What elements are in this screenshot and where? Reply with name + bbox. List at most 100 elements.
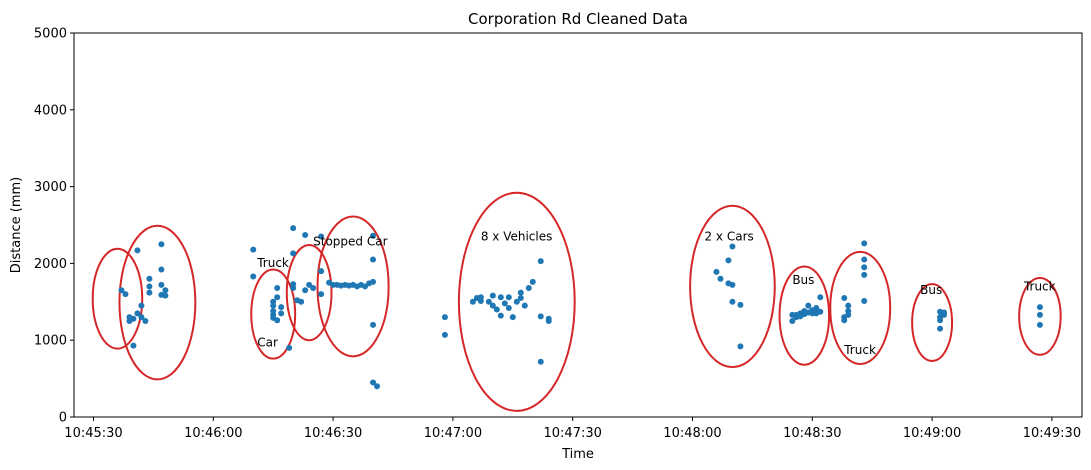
data-point — [146, 283, 153, 290]
data-point — [134, 310, 141, 317]
annotation-label: Truck — [256, 256, 289, 270]
y-axis-label: Distance (mm) — [9, 177, 24, 273]
x-tick-label: 10:46:30 — [304, 426, 362, 441]
data-point — [817, 308, 824, 315]
data-point — [370, 379, 377, 386]
data-point — [1036, 304, 1043, 311]
data-point — [1036, 321, 1043, 328]
data-point — [497, 294, 504, 301]
y-tick-label: 2000 — [34, 257, 67, 272]
x-axis: 10:45:30 10:46:00 10:46:30 10:47:00 10:47:30… — [64, 417, 1081, 441]
y-tick-label: 0 — [59, 411, 67, 426]
data-point — [537, 313, 544, 320]
x-axis-label: Time — [561, 447, 594, 462]
data-point — [278, 304, 285, 311]
data-point — [941, 309, 948, 316]
data-point — [370, 232, 377, 239]
data-point — [318, 268, 325, 275]
data-point — [789, 318, 796, 324]
highlight-circle — [91, 247, 144, 350]
x-tick-label: 10:48:00 — [663, 426, 721, 441]
data-point — [158, 241, 165, 248]
highlight-circle — [250, 268, 297, 360]
data-point — [861, 264, 868, 271]
data-point — [861, 298, 868, 305]
data-point — [841, 294, 848, 301]
y-tick-label: 3000 — [34, 180, 67, 195]
annotation-circles — [91, 191, 1062, 412]
y-axis: 0 1000 2000 3000 4000 5000 — [34, 27, 74, 426]
data-point — [717, 275, 724, 282]
annotation-label: Truck — [1023, 279, 1056, 293]
data-point — [146, 275, 153, 282]
data-point — [1036, 311, 1043, 318]
annotations: Truck Car Stopped Car 8 x Vehicles 2 x Cars B… — [256, 229, 1055, 357]
highlight-circle — [316, 215, 390, 358]
data-point — [861, 271, 868, 278]
data-point — [274, 294, 281, 301]
x-tick-label: 10:47:30 — [544, 426, 602, 441]
data-point — [493, 306, 500, 313]
data-point — [729, 298, 736, 305]
data-point — [278, 310, 285, 317]
data-point — [298, 298, 305, 305]
data-point — [861, 256, 868, 263]
data-point — [130, 342, 137, 349]
data-point — [302, 287, 309, 294]
data-point — [158, 281, 165, 288]
data-point — [274, 284, 281, 291]
data-point — [937, 325, 944, 332]
data-point — [841, 317, 848, 324]
data-point — [529, 278, 536, 285]
annotation-label: Stopped Car — [313, 235, 387, 249]
data-point — [310, 284, 317, 291]
data-point — [513, 298, 520, 305]
data-point — [817, 294, 824, 301]
y-tick-label: 5000 — [34, 27, 67, 42]
data-point — [497, 312, 504, 319]
data-point — [737, 301, 744, 308]
data-point — [725, 257, 732, 264]
data-points — [118, 225, 1043, 390]
data-point — [162, 292, 169, 299]
data-point — [158, 266, 165, 273]
data-point — [729, 243, 736, 250]
data-point — [162, 287, 169, 294]
data-point — [142, 318, 149, 324]
data-point — [318, 291, 325, 298]
data-point — [489, 292, 496, 299]
data-point — [274, 317, 281, 324]
data-point — [290, 250, 297, 257]
annotation-label: Truck — [843, 343, 876, 357]
data-point — [469, 298, 476, 305]
highlight-circle — [1018, 276, 1062, 356]
data-point — [845, 302, 852, 309]
data-point — [729, 281, 736, 288]
data-point — [370, 256, 377, 263]
data-point — [501, 300, 508, 307]
data-point — [370, 278, 377, 285]
data-point — [737, 343, 744, 350]
highlight-circle — [829, 250, 892, 366]
x-tick-label: 10:49:00 — [903, 426, 961, 441]
data-point — [805, 302, 812, 309]
data-point — [250, 273, 257, 280]
x-tick-label: 10:46:00 — [184, 426, 242, 441]
data-point — [813, 304, 820, 311]
data-point — [505, 294, 512, 301]
y-tick-label: 4000 — [34, 103, 67, 118]
data-point — [290, 225, 297, 232]
annotation-label: Bus — [792, 273, 814, 287]
data-point — [521, 302, 528, 309]
data-point — [509, 314, 516, 321]
data-point — [545, 318, 552, 324]
x-tick-label: 10:49:30 — [1023, 426, 1081, 441]
data-point — [270, 302, 277, 309]
data-point — [937, 317, 944, 324]
annotation-label: Bus — [920, 283, 942, 297]
highlight-circle — [285, 243, 333, 342]
data-point — [525, 284, 532, 291]
annotation-label: Car — [257, 335, 278, 349]
data-point — [485, 298, 492, 305]
